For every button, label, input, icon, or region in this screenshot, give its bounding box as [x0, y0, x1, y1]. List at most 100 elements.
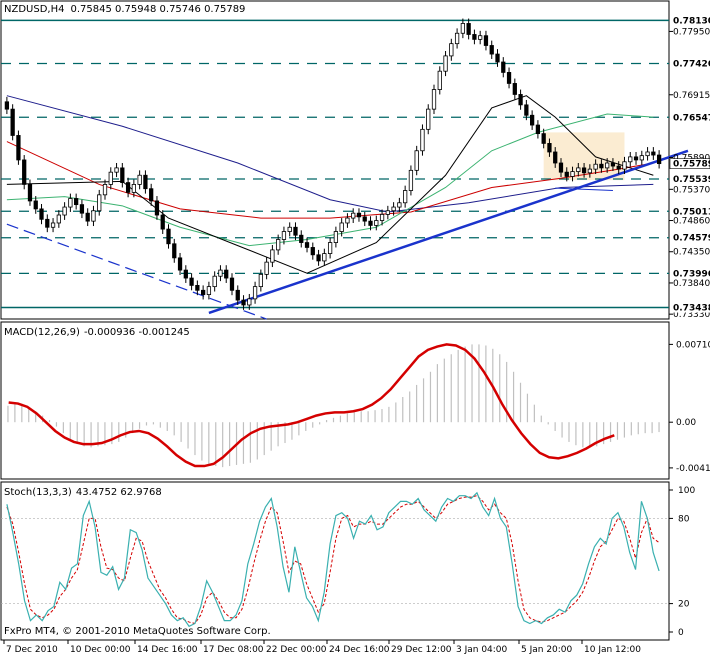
time-axis-label: 17 Dec 08:00 — [203, 645, 264, 655]
stoch-axis-label: 0 — [678, 628, 684, 638]
level-tag-label: 0.78130 — [673, 16, 710, 26]
macd-panel: 0.00710 0.00 -0.00417 MACD(12,26,9)-0.0009… — [0, 321, 710, 480]
candle-body — [362, 216, 367, 222]
candle-body — [524, 104, 529, 116]
candle-body — [368, 220, 373, 226]
candle-body — [316, 254, 321, 262]
candle-body — [137, 174, 142, 185]
level-tag-bg — [670, 206, 710, 217]
candle-body — [570, 171, 575, 177]
candle-body — [437, 70, 442, 90]
candle-body — [483, 35, 489, 46]
candle-body — [374, 220, 379, 226]
candle-body — [143, 174, 148, 190]
candle-body — [247, 298, 252, 306]
level-tag-bg — [670, 58, 710, 69]
candle-body — [506, 72, 512, 84]
candle-body — [564, 171, 569, 177]
candle-body — [547, 143, 552, 153]
candle-body — [62, 206, 67, 216]
stoch-title: Stoch(13,3,3) 43.4752 62.9768 — [4, 487, 162, 498]
candle-body — [351, 212, 356, 219]
candle-body — [224, 269, 229, 279]
candle-body — [639, 155, 644, 161]
candle-body — [39, 208, 44, 220]
time-axis-label: 22 Dec 00:00 — [266, 645, 327, 655]
candle-body — [628, 156, 633, 163]
level-tag-bg — [670, 15, 710, 26]
candle-body — [472, 34, 477, 40]
candle-body — [293, 226, 298, 236]
stoch-axis-label: 20 — [678, 600, 690, 610]
candle-body — [605, 162, 610, 169]
candle-body — [512, 83, 517, 95]
level-tag-label: 0.75011 — [673, 207, 710, 217]
stoch-k-line — [6, 491, 660, 628]
level-tag-bg — [670, 232, 710, 243]
macd-signal-line — [8, 343, 615, 468]
candle-body — [420, 128, 425, 152]
macd-axis-label: 0.00710 — [676, 340, 710, 350]
candle-body — [535, 124, 541, 135]
candle-body — [172, 243, 177, 259]
candle-body — [235, 289, 240, 301]
candle-body — [212, 275, 217, 288]
candle-body — [581, 167, 587, 174]
candle-body — [460, 23, 465, 34]
candle-body — [131, 184, 136, 193]
price-axis-label: 0.73330 — [673, 310, 710, 320]
candle-body — [345, 217, 350, 224]
level-tag-label: 0.77426 — [673, 59, 710, 69]
price-axis-label: 0.77950 — [673, 27, 710, 37]
candle-body — [558, 162, 564, 173]
candle-body — [414, 150, 419, 171]
stoch-axis-label: 80 — [678, 514, 690, 524]
candle-body — [304, 242, 310, 248]
price-axis-label: 0.74350 — [673, 248, 710, 258]
candle-body — [16, 135, 21, 161]
candle-body — [27, 184, 33, 202]
candle-body — [149, 188, 154, 202]
candle-body — [489, 45, 494, 55]
candle-body — [449, 43, 454, 57]
candle-body — [85, 212, 90, 222]
candle-body — [22, 159, 27, 185]
candle-body — [327, 242, 333, 254]
candle-body — [616, 165, 621, 170]
candle-body — [108, 171, 113, 185]
level-tag-label: 0.76547 — [673, 113, 710, 123]
time-axis-label: 5 Jan 20:00 — [521, 645, 573, 655]
downtrend-dashed-line — [6, 223, 267, 320]
price-axis-label: 0.76915 — [673, 91, 710, 101]
candle-body — [403, 190, 408, 204]
candle-body — [125, 182, 131, 193]
copyright-text: FxPro MT4, © 2001-2010 MetaQuotes Softwa… — [4, 626, 271, 637]
stoch-panel: 100 80 20 0 Stoch(13,3,3) 43.4752 62.9768 Fx… — [0, 481, 695, 641]
candle-body — [45, 218, 50, 228]
range-floor-line — [555, 187, 613, 192]
candle-body — [102, 184, 108, 196]
candle-body — [68, 198, 73, 208]
price-axis-label: 0.73840 — [673, 279, 710, 289]
candle-body — [252, 286, 258, 300]
candle-body — [299, 234, 304, 243]
candle-body — [530, 114, 535, 126]
stoch-d-line — [6, 495, 660, 625]
candle-body — [91, 210, 96, 222]
candle-body — [397, 202, 402, 208]
candle-body — [74, 198, 79, 206]
candle-body — [356, 212, 362, 218]
candle-body — [177, 257, 183, 271]
candle-body — [195, 284, 200, 291]
candle-body — [120, 167, 125, 183]
candle-body — [270, 249, 275, 263]
candle-body — [466, 23, 471, 35]
candle-body — [189, 277, 194, 286]
level-tag-label: 0.73438 — [673, 304, 710, 314]
price-panel: 0.779500.769150.758900.753700.748600.743… — [0, 0, 710, 320]
time-axis: 7 Dec 2010 10 Dec 00:00 14 Dec 16:00 17 Dec… — [3, 640, 641, 655]
candle-body — [333, 231, 339, 243]
moving-average-navy — [6, 95, 654, 213]
moving-average-black — [6, 95, 654, 274]
level-tag-label: 0.75539 — [673, 175, 710, 185]
